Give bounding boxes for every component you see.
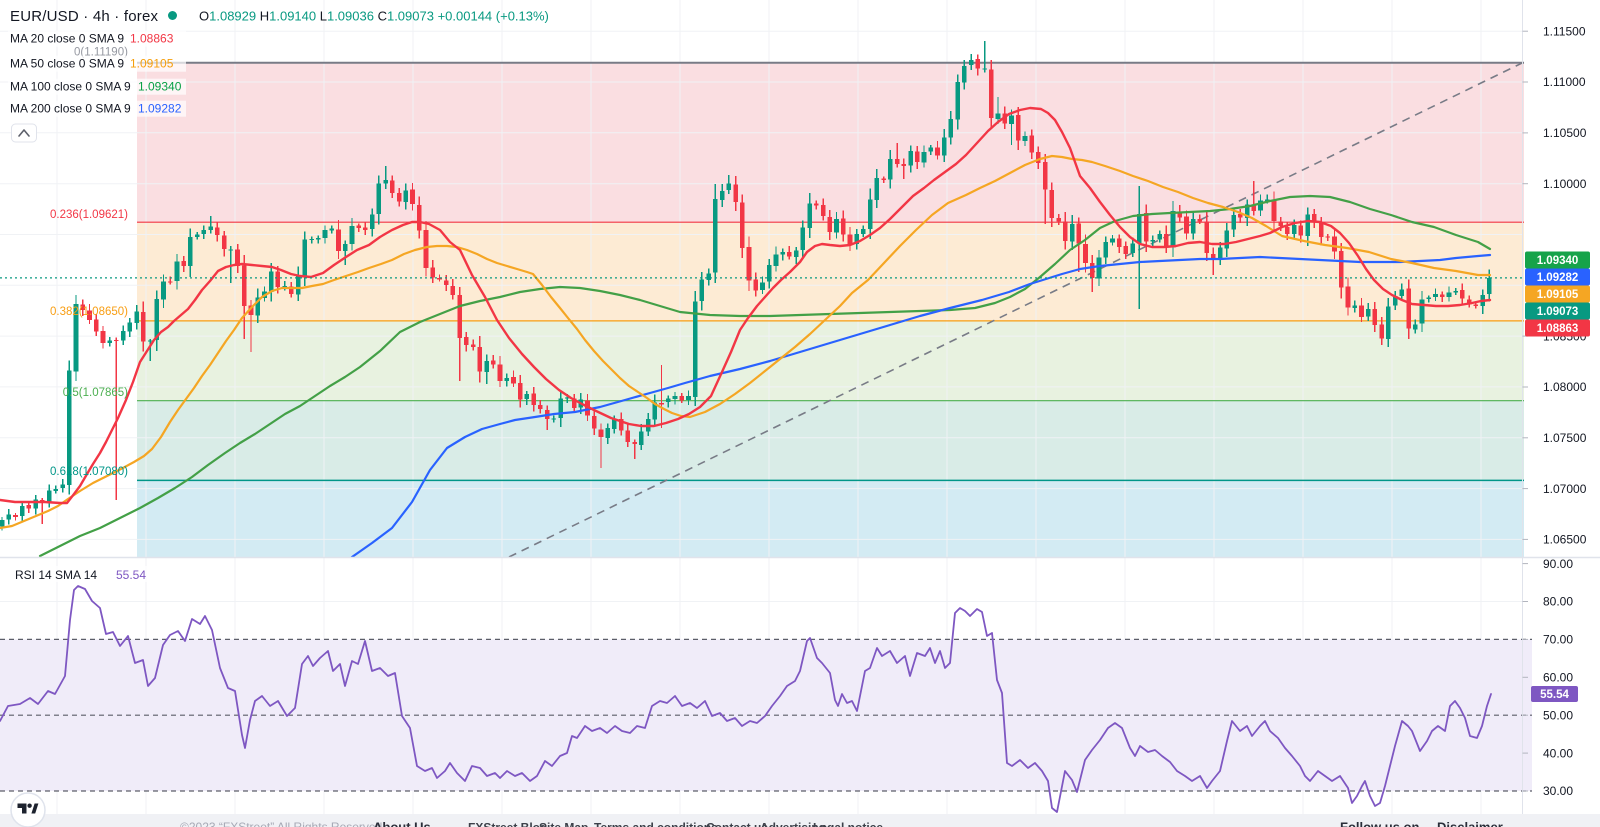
svg-text:1.09282: 1.09282	[1537, 272, 1579, 284]
svg-text:0(1.11190): 0(1.11190)	[74, 47, 128, 59]
svg-text:O1.08929 H1.09140 L1.09036 C1.: O1.08929 H1.09140 L1.09036 C1.09073 +0.0…	[199, 9, 549, 24]
svg-text:RSI 14 SMA 14: RSI 14 SMA 14	[15, 568, 97, 582]
svg-text:MA 20 close 0 SMA 9: MA 20 close 0 SMA 9	[10, 32, 124, 46]
svg-text:1.09073: 1.09073	[1537, 306, 1579, 318]
svg-text:0.618(1.07080): 0.618(1.07080)	[50, 466, 128, 478]
svg-text:0.236(1.09621): 0.236(1.09621)	[50, 209, 128, 221]
svg-text:FXStreet Blog: FXStreet Blog	[468, 821, 547, 827]
svg-text:About Us: About Us	[373, 820, 431, 827]
svg-text:Advertising: Advertising	[760, 821, 826, 827]
svg-text:1.09340: 1.09340	[1537, 255, 1579, 267]
svg-text:1.09282: 1.09282	[138, 102, 182, 116]
svg-text:1.08863: 1.08863	[130, 32, 174, 46]
svg-text:1.09105: 1.09105	[1537, 289, 1579, 301]
svg-text:0.382(1.08650): 0.382(1.08650)	[50, 306, 128, 318]
svg-text:1.07000: 1.07000	[1543, 482, 1587, 496]
svg-text:Legal notice: Legal notice	[813, 821, 883, 827]
svg-text:1.11000: 1.11000	[1543, 75, 1586, 89]
svg-text:1.10500: 1.10500	[1543, 126, 1587, 140]
svg-text:Disclaimer: Disclaimer	[1437, 820, 1503, 827]
svg-text:60.00: 60.00	[1543, 671, 1573, 685]
svg-text:1.11500: 1.11500	[1543, 24, 1586, 38]
svg-text:90.00: 90.00	[1543, 557, 1573, 571]
svg-text:50.00: 50.00	[1543, 708, 1573, 722]
svg-text:Follow us on: Follow us on	[1340, 820, 1419, 827]
svg-text:1.06500: 1.06500	[1543, 533, 1587, 547]
svg-text:Contact us: Contact us	[706, 821, 768, 827]
svg-text:1.10000: 1.10000	[1543, 177, 1587, 191]
svg-text:1.09340: 1.09340	[138, 80, 182, 94]
svg-text:MA 100 close 0 SMA 9: MA 100 close 0 SMA 9	[10, 80, 131, 94]
svg-text:70.00: 70.00	[1543, 633, 1573, 647]
svg-text:EUR/USD · 4h · forex: EUR/USD · 4h · forex	[10, 8, 158, 25]
svg-text:30.00: 30.00	[1543, 784, 1573, 798]
svg-text:Terms and conditions: Terms and conditions	[594, 821, 718, 827]
svg-text:1.09105: 1.09105	[130, 57, 174, 71]
svg-text:1.08000: 1.08000	[1543, 380, 1587, 394]
svg-text:1.07500: 1.07500	[1543, 431, 1587, 445]
svg-text:40.00: 40.00	[1543, 746, 1573, 760]
svg-text:55.54: 55.54	[116, 568, 146, 582]
svg-text:MA 50 close 0 SMA 9: MA 50 close 0 SMA 9	[10, 57, 124, 71]
svg-text:0.5(1.07865): 0.5(1.07865)	[63, 387, 128, 399]
svg-text:Site Map: Site Map	[539, 821, 588, 827]
svg-text:©2023 “FXStreet” All Rights Re: ©2023 “FXStreet” All Rights Reserved	[180, 820, 382, 827]
svg-text:MA 200 close 0 SMA 9: MA 200 close 0 SMA 9	[10, 102, 131, 116]
svg-text:80.00: 80.00	[1543, 595, 1573, 609]
svg-text:1.08863: 1.08863	[1537, 323, 1579, 335]
svg-text:55.54: 55.54	[1540, 689, 1569, 701]
